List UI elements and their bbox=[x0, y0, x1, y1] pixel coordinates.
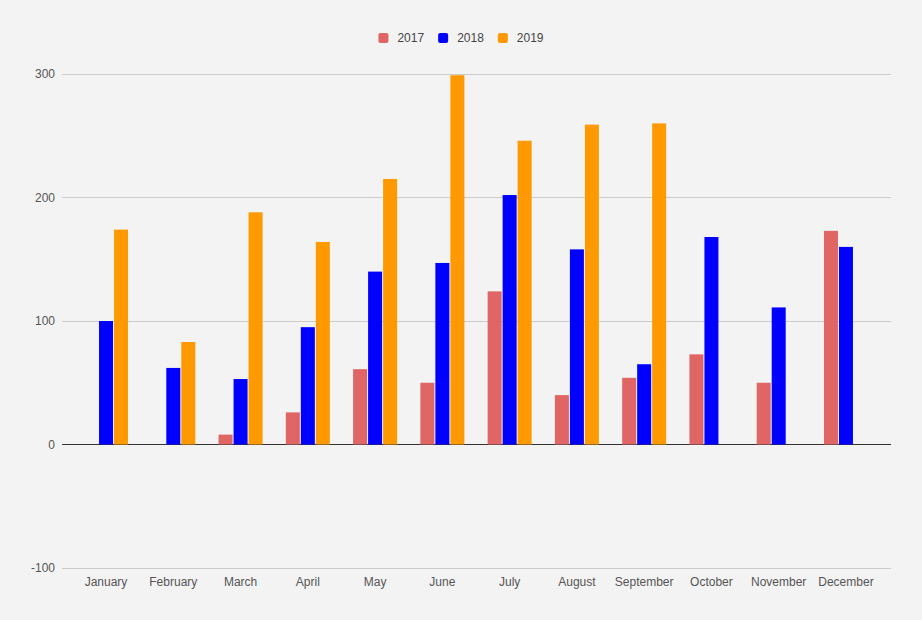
y-tick-label: 300 bbox=[35, 67, 55, 81]
grid-line bbox=[62, 74, 891, 75]
x-tick-label: June bbox=[429, 575, 455, 589]
bar bbox=[99, 321, 113, 445]
grid-line bbox=[62, 321, 891, 322]
legend-label: 2018 bbox=[457, 31, 484, 45]
y-tick-label: 0 bbox=[48, 438, 55, 452]
bar bbox=[435, 263, 449, 445]
legend-swatch bbox=[378, 33, 388, 43]
bars bbox=[99, 75, 853, 444]
x-tick-label: April bbox=[296, 575, 320, 589]
bar bbox=[637, 364, 651, 444]
bar bbox=[316, 242, 330, 445]
bar bbox=[704, 237, 718, 444]
chart: -100 0 100 200 300 January February March April M… bbox=[0, 0, 922, 620]
background bbox=[0, 0, 922, 620]
bar bbox=[383, 179, 397, 445]
bar bbox=[652, 123, 666, 444]
x-tick-label: January bbox=[85, 575, 128, 589]
bar bbox=[622, 378, 636, 445]
legend-swatch bbox=[438, 33, 448, 43]
x-tick-label: August bbox=[558, 575, 596, 589]
bar bbox=[824, 231, 838, 445]
bar bbox=[181, 342, 195, 445]
bar bbox=[585, 125, 599, 445]
y-tick-label: 200 bbox=[35, 191, 55, 205]
x-tick-label: February bbox=[149, 575, 197, 589]
bar bbox=[518, 141, 532, 445]
bar bbox=[503, 195, 517, 444]
bar bbox=[420, 383, 434, 445]
x-tick-label: December bbox=[818, 575, 873, 589]
bar bbox=[488, 291, 502, 444]
legend-label: 2017 bbox=[397, 31, 424, 45]
y-tick-label: -100 bbox=[31, 561, 55, 575]
bar bbox=[166, 368, 180, 445]
grid bbox=[62, 74, 891, 568]
legend-label: 2019 bbox=[517, 31, 544, 45]
bar bbox=[450, 75, 464, 444]
legend-swatch bbox=[498, 33, 508, 43]
bar bbox=[286, 412, 300, 444]
x-tick-label: September bbox=[615, 575, 674, 589]
bar bbox=[249, 212, 263, 444]
x-tick-label: March bbox=[224, 575, 257, 589]
bar bbox=[219, 435, 233, 445]
bar bbox=[234, 379, 248, 444]
x-tick-label: October bbox=[690, 575, 733, 589]
bar bbox=[368, 272, 382, 445]
bar bbox=[772, 307, 786, 444]
bar bbox=[353, 369, 367, 444]
x-tick-label: May bbox=[364, 575, 387, 589]
x-tick-label: July bbox=[499, 575, 520, 589]
bar bbox=[555, 395, 569, 444]
bar bbox=[839, 247, 853, 445]
x-tick-label: November bbox=[751, 575, 806, 589]
grid-line bbox=[62, 568, 891, 569]
bar bbox=[114, 230, 128, 445]
grid-line bbox=[62, 197, 891, 198]
bar bbox=[301, 327, 315, 444]
bar bbox=[570, 249, 584, 444]
y-tick-label: 100 bbox=[35, 314, 55, 328]
bar bbox=[689, 354, 703, 444]
bar bbox=[757, 383, 771, 445]
legend: 2017 2018 2019 bbox=[378, 31, 543, 45]
